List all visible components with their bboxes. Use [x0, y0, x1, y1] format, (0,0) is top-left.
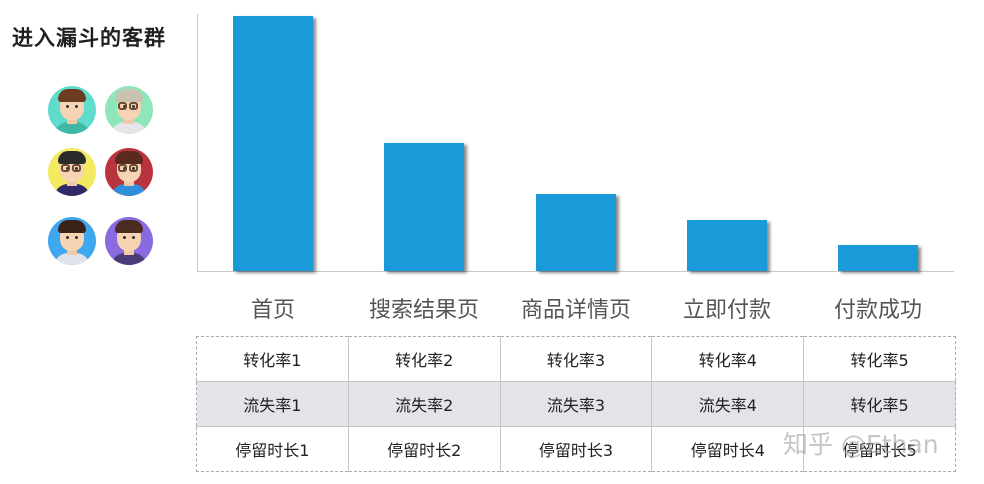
customer-avatar-icon [48, 86, 96, 134]
table-cell: 转化率5 [803, 336, 956, 382]
table-cell: 转化率1 [243, 351, 302, 370]
y-axis [197, 14, 198, 271]
funnel-metrics-table: 转化率1 转化率2 转化率3 转化率4 转化率5 流失率1 流失率2 流失率3 … [196, 336, 956, 472]
category-label: 立即付款 [682, 298, 772, 323]
table-cell: 停留时长2 [347, 426, 501, 472]
table-cell: 流失率2 [347, 381, 501, 427]
table-cell: 流失率1 [196, 381, 349, 427]
category-label: 付款成功 [833, 298, 923, 323]
table-cell: 停留时长4 [651, 426, 804, 472]
bar-0 [233, 16, 313, 271]
bar-1 [384, 143, 464, 271]
table-cell: 停留时长1 [196, 426, 349, 472]
category-label: 首页 [250, 298, 296, 323]
category-label: 搜索结果页 [368, 298, 480, 323]
table-cell: 转化率2 [347, 336, 501, 382]
table-cell: 流失率4 [651, 381, 804, 427]
bar-4 [838, 245, 918, 271]
churn-rate-row: 流失率1 流失率2 流失率3 流失率4 转化率5 [196, 381, 956, 427]
category-label: 商品详情页 [520, 298, 632, 323]
funnel-bar-chart: 首页 搜索结果页 商品详情页 立即付款 付款成功 [197, 14, 954, 323]
customer-avatar-icon [48, 217, 96, 265]
dwell-time-row: 停留时长1 停留时长2 停留时长3 停留时长4 停留时长5 [196, 426, 956, 472]
bar-3 [687, 220, 767, 271]
x-axis [197, 271, 954, 272]
table-cell: 转化率3 [499, 336, 652, 382]
customer-avatar-icon [105, 148, 153, 196]
conversion-rate-row: 转化率1 转化率2 转化率3 转化率4 转化率5 [197, 336, 956, 382]
table-cell: 流失率3 [499, 381, 652, 427]
table-cell: 转化率4 [651, 336, 804, 382]
customer-avatar-icon [48, 148, 96, 196]
customer-avatar-icon [105, 217, 153, 265]
customer-group-title: 进入漏斗的客群 [12, 26, 166, 50]
table-cell: 停留时长3 [499, 426, 652, 472]
table-cell: 转化率5 [803, 381, 956, 427]
table-cell: 停留时长5 [803, 426, 956, 472]
watermark: 知乎 @Ethan [783, 430, 939, 459]
bar-2 [536, 194, 616, 271]
customer-avatar-icon [105, 86, 153, 134]
